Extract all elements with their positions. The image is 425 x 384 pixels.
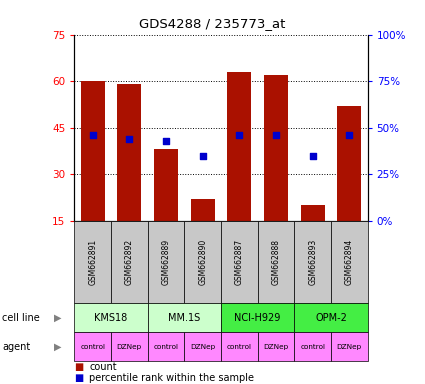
Text: count: count — [89, 362, 117, 372]
Point — [236, 132, 243, 138]
Point — [89, 132, 96, 138]
Text: ▶: ▶ — [54, 341, 61, 352]
Text: GSM662890: GSM662890 — [198, 239, 207, 285]
Text: GSM662889: GSM662889 — [162, 239, 170, 285]
Text: ■: ■ — [74, 373, 84, 383]
Bar — [301, 205, 325, 221]
Text: control: control — [300, 344, 325, 349]
Text: GSM662888: GSM662888 — [272, 239, 280, 285]
Text: GSM662891: GSM662891 — [88, 239, 97, 285]
Text: MM.1S: MM.1S — [168, 313, 201, 323]
Bar — [154, 149, 178, 221]
Text: GSM662887: GSM662887 — [235, 239, 244, 285]
Bar — [191, 199, 215, 221]
Text: DZNep: DZNep — [117, 344, 142, 349]
Point — [163, 137, 170, 144]
Bar — [337, 106, 361, 221]
Text: GSM662892: GSM662892 — [125, 239, 134, 285]
Text: cell line: cell line — [2, 313, 40, 323]
Text: control: control — [80, 344, 105, 349]
Text: ▶: ▶ — [54, 313, 61, 323]
Text: control: control — [227, 344, 252, 349]
Text: OPM-2: OPM-2 — [315, 313, 347, 323]
Bar — [264, 75, 288, 221]
Bar — [81, 81, 105, 221]
Bar — [117, 84, 141, 221]
Bar — [227, 72, 251, 221]
Text: control: control — [153, 344, 178, 349]
Text: GSM662893: GSM662893 — [308, 239, 317, 285]
Text: GDS4288 / 235773_at: GDS4288 / 235773_at — [139, 17, 286, 30]
Text: GSM662894: GSM662894 — [345, 239, 354, 285]
Text: KMS18: KMS18 — [94, 313, 127, 323]
Text: DZNep: DZNep — [190, 344, 215, 349]
Point — [309, 152, 316, 159]
Point — [346, 132, 353, 138]
Text: DZNep: DZNep — [264, 344, 289, 349]
Text: NCI-H929: NCI-H929 — [235, 313, 281, 323]
Text: DZNep: DZNep — [337, 344, 362, 349]
Text: ■: ■ — [74, 362, 84, 372]
Point — [272, 132, 279, 138]
Point — [199, 152, 206, 159]
Point — [126, 136, 133, 142]
Text: agent: agent — [2, 341, 30, 352]
Text: percentile rank within the sample: percentile rank within the sample — [89, 373, 254, 383]
